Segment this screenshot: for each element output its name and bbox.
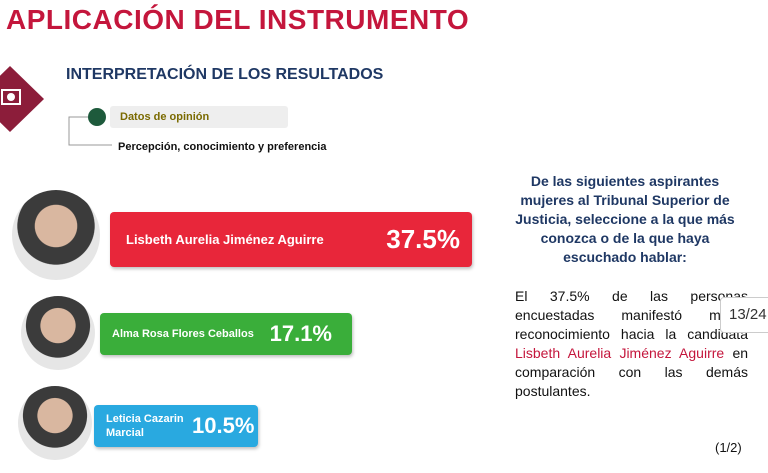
answer-text: El 37.5% de las personas encuestadas man… bbox=[515, 288, 748, 342]
candidate-photo bbox=[18, 386, 92, 460]
page-indicator[interactable]: 13/24 bbox=[720, 297, 768, 333]
section-tag: Datos de opinión bbox=[110, 106, 288, 128]
answer-text: en comparación con las demás postulantes… bbox=[515, 345, 749, 399]
candidate-bar: Leticia Cazarin Marcial 10.5% bbox=[94, 405, 258, 447]
slide-title: APLICACIÓN DEL INSTRUMENTO bbox=[6, 4, 470, 35]
candidate-result: 37.5% bbox=[386, 224, 460, 254]
candidate-name: Alma Rosa Flores Ceballos bbox=[112, 328, 254, 340]
answer-highlight: Lisbeth Aurelia Jiménez Aguirre bbox=[515, 345, 725, 361]
section-title: INTERPRETACIÓN DE LOS RESULTADOS bbox=[66, 66, 384, 83]
candidate-photo bbox=[12, 190, 100, 280]
question: De las siguientes aspirantes mujeres al … bbox=[515, 173, 735, 265]
footer: (1/2) bbox=[715, 440, 742, 455]
candidate-bar: Lisbeth Aurelia Jiménez Aguirre 37.5% bbox=[110, 212, 472, 267]
candidate-name: Lisbeth Aurelia Jiménez Aguirre bbox=[126, 232, 324, 247]
candidate-name: Leticia Cazarin Marcial bbox=[106, 413, 184, 439]
section-subtitle: Percepción, conocimiento y preferencia bbox=[118, 141, 327, 153]
candidate-result: 10.5% bbox=[192, 413, 255, 438]
answer: El 37.5% de las personas encuestadas man… bbox=[515, 287, 748, 401]
candidate-photo bbox=[21, 296, 95, 370]
section-icon bbox=[0, 66, 44, 132]
candidate-bar: Alma Rosa Flores Ceballos 17.1% bbox=[100, 313, 352, 355]
bracket bbox=[68, 108, 112, 146]
candidate-result: 17.1% bbox=[269, 321, 332, 346]
